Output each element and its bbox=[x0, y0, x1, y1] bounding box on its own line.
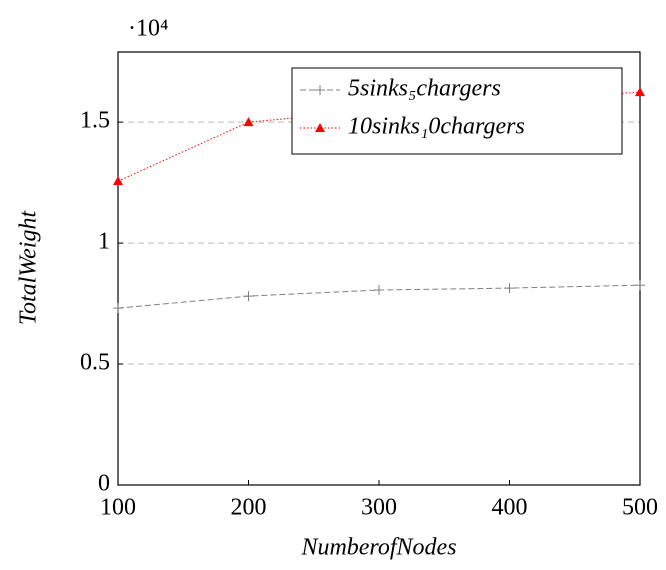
legend-box bbox=[291, 67, 623, 155]
data-point bbox=[315, 85, 325, 95]
x-tick-label: 500 bbox=[622, 495, 658, 521]
y-tick-label: 0.5 bbox=[80, 350, 110, 376]
legend: 5sinks₅chargers 10sinks₁0chargers bbox=[291, 67, 623, 155]
y-tick-label: 0 bbox=[98, 471, 110, 497]
x-tick-label: 100 bbox=[100, 495, 136, 521]
legend-label: 10sinks₁0chargers bbox=[348, 114, 525, 140]
x-tick-label: 200 bbox=[231, 495, 267, 521]
y-axis-label: TotalWeight bbox=[16, 210, 42, 326]
legend-label: 5sinks₅chargers bbox=[348, 76, 501, 102]
data-point bbox=[113, 176, 123, 186]
data-point bbox=[113, 303, 123, 314]
data-point bbox=[504, 283, 515, 294]
x-axis-label: NumberofNodes bbox=[300, 535, 456, 561]
y-tick-label: 1.5 bbox=[80, 108, 110, 134]
data-point bbox=[243, 291, 254, 302]
data-point bbox=[374, 285, 384, 296]
plot-frame bbox=[117, 51, 641, 486]
x-tick-label: 300 bbox=[361, 495, 397, 521]
data-point bbox=[635, 280, 645, 291]
data-point bbox=[243, 117, 254, 127]
x-tick-label: 400 bbox=[492, 495, 528, 521]
data-point bbox=[635, 87, 645, 97]
data-point bbox=[315, 123, 325, 132]
y-tick-label: 1 bbox=[98, 229, 110, 255]
y-multiplier: ·10⁴ bbox=[128, 16, 168, 42]
